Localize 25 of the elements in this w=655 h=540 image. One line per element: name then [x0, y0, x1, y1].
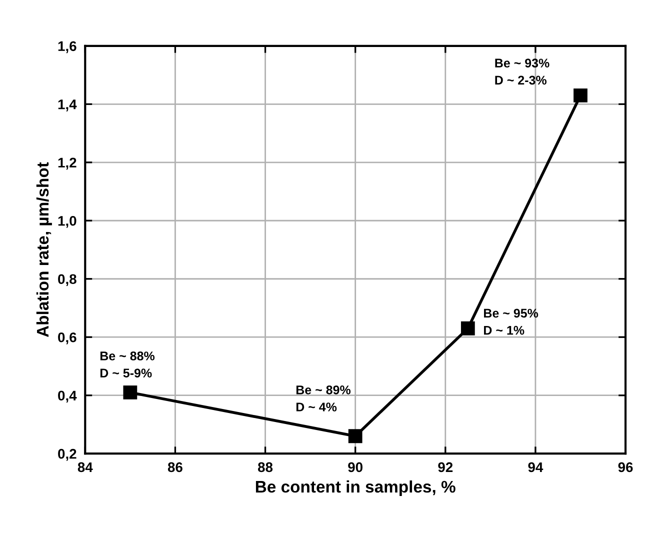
y-tick-label: 0,6	[58, 332, 76, 344]
y-tick-label: 1,0	[58, 216, 76, 228]
x-tick-label: 84	[78, 462, 93, 472]
x-tick-label: 96	[618, 462, 633, 472]
y-axis-title: Ablation rate, µm/shot	[36, 162, 52, 338]
annotation: Be ~ 88% D ~ 5-9%	[100, 352, 155, 378]
annotation: Be ~ 95% D ~ 1%	[484, 308, 538, 335]
point	[348, 429, 362, 444]
point	[460, 321, 475, 336]
x-tick-label: 88	[258, 462, 273, 472]
x-axis-title: Be content in samples, %	[256, 480, 456, 496]
annotation: Be ~ 89% D ~ 4%	[296, 385, 351, 412]
y-tick-label: 0,4	[58, 390, 77, 403]
x-tick-label: 92	[438, 462, 453, 472]
x-tick-label: 86	[168, 462, 182, 472]
y-tick-label: 0,8	[58, 274, 76, 286]
y-tick-label: 1,4	[58, 100, 77, 112]
y-tick-label: 1,2	[58, 158, 76, 170]
point	[574, 88, 588, 102]
point	[123, 386, 138, 400]
annotation: Be ~ 93% D ~ 2-3%	[495, 58, 550, 85]
x-tick-label: 90	[348, 462, 362, 472]
y-tick-label: 1,6	[58, 41, 76, 54]
x-tick-label: 94	[528, 462, 544, 472]
y-tick-label: 0,2	[58, 448, 76, 461]
